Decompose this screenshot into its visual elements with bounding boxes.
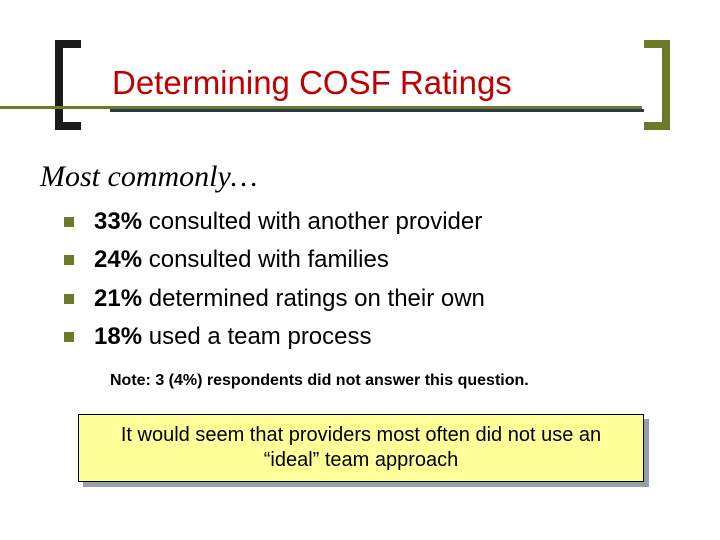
bullet-pct: 33% xyxy=(94,208,142,235)
list-item: 21% determined ratings on their own xyxy=(64,283,664,315)
bullet-pct: 21% xyxy=(94,285,142,312)
title-area: Determining COSF Ratings xyxy=(0,30,720,120)
bracket-left-icon xyxy=(55,40,81,130)
bullet-pct: 24% xyxy=(94,246,142,273)
list-item: 33% consulted with another provider xyxy=(64,206,664,238)
bullet-icon xyxy=(64,217,74,227)
slide-title: Determining COSF Ratings xyxy=(112,64,642,102)
bullet-rest: consulted with families xyxy=(142,246,389,273)
bullet-icon xyxy=(64,255,74,265)
callout-box: It would seem that providers most often … xyxy=(78,414,644,482)
note-text: Note: 3 (4%) respondents did not answer … xyxy=(110,372,630,390)
bullet-text: 18% used a team process xyxy=(94,321,372,353)
bracket-right-icon xyxy=(644,40,670,130)
bullet-text: 33% consulted with another provider xyxy=(94,206,482,238)
bullet-text: 21% determined ratings on their own xyxy=(94,283,485,315)
slide: Determining COSF Ratings Most commonly… … xyxy=(0,0,720,540)
title-underline-dark xyxy=(110,109,644,112)
bullet-icon xyxy=(64,332,74,342)
list-item: 24% consulted with families xyxy=(64,244,664,276)
bullet-rest: used a team process xyxy=(142,323,371,350)
subhead: Most commonly… xyxy=(40,160,257,194)
bullet-rest: determined ratings on their own xyxy=(142,285,485,312)
bullet-rest: consulted with another provider xyxy=(142,208,482,235)
list-item: 18% used a team process xyxy=(64,321,664,353)
bullet-text: 24% consulted with families xyxy=(94,244,389,276)
bullet-pct: 18% xyxy=(94,323,142,350)
callout-text: It would seem that providers most often … xyxy=(78,414,644,482)
bullet-icon xyxy=(64,294,74,304)
bullet-list: 33% consulted with another provider 24% … xyxy=(64,206,664,360)
